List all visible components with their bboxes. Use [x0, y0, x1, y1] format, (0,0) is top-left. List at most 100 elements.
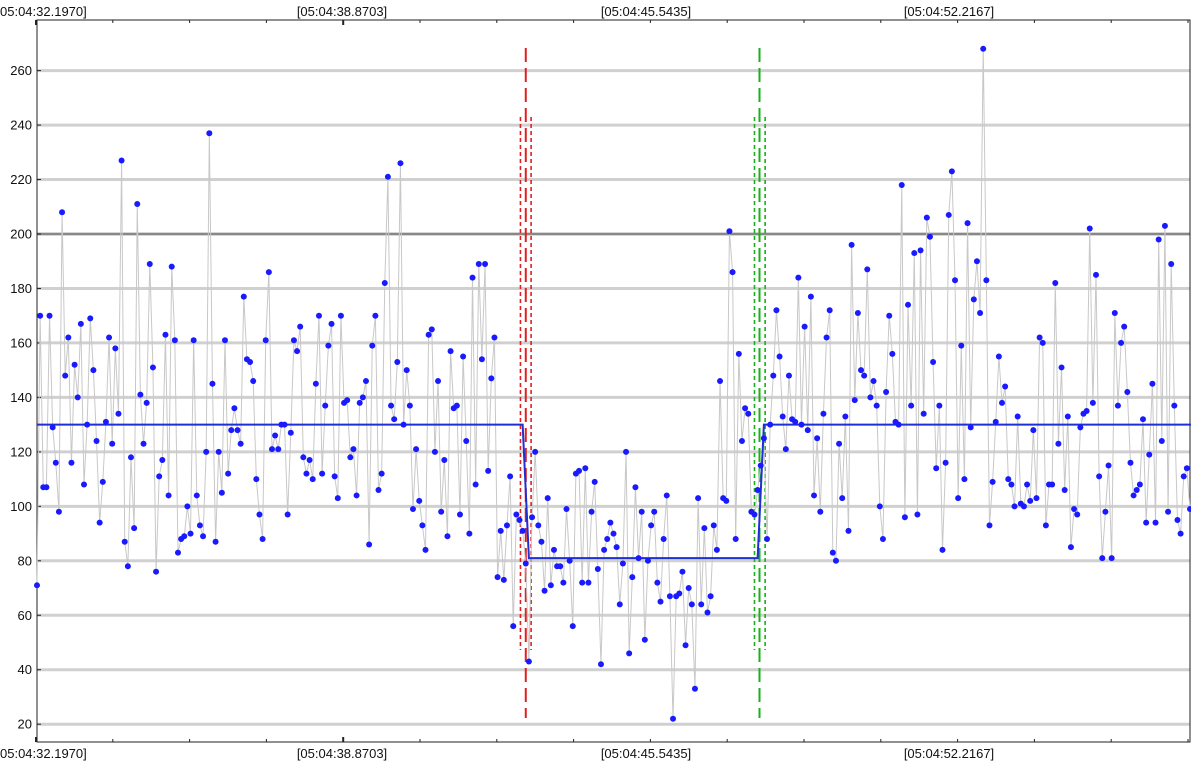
sample-point [1083, 408, 1090, 415]
sample-point [1187, 506, 1191, 513]
sample-point [1086, 225, 1093, 232]
sample-point [610, 530, 617, 537]
sample-point [754, 486, 761, 493]
sample-point [237, 440, 244, 447]
sample-point [174, 549, 181, 556]
sample-point [431, 448, 438, 455]
sample-point [688, 601, 695, 608]
sample-point [171, 337, 178, 344]
sample-point [507, 473, 514, 480]
sample-point [999, 399, 1006, 406]
sample-point [1133, 486, 1140, 493]
sample-point [654, 579, 661, 586]
sample-point [156, 473, 163, 480]
sample-point [648, 522, 655, 529]
sample-point [366, 541, 373, 548]
sample-point [381, 280, 388, 287]
sample-point [96, 519, 103, 526]
sample-point [102, 418, 109, 425]
sample-point [867, 394, 874, 401]
sample-point [1005, 476, 1012, 483]
sample-point [679, 568, 686, 575]
sample-point [287, 429, 294, 436]
sample-point [1127, 459, 1134, 466]
sample-point [751, 511, 758, 518]
sample-point [657, 598, 664, 605]
sample-point [1143, 519, 1150, 526]
sample-point [691, 685, 698, 692]
sample-point [131, 525, 138, 532]
sample-point [1020, 503, 1027, 510]
sample-point [729, 269, 736, 276]
sample-point [149, 364, 156, 371]
sample-point [435, 378, 442, 385]
sample-point [933, 465, 940, 472]
sample-point [1174, 516, 1181, 523]
sample-point [62, 372, 69, 379]
sample-point [926, 233, 933, 240]
sample-point [666, 593, 673, 600]
sample-point [704, 609, 711, 616]
sample-point [52, 459, 59, 466]
sample-point [898, 181, 905, 188]
sample-point [290, 337, 297, 344]
sample-point [713, 546, 720, 553]
sample-point [989, 478, 996, 485]
sample-point [738, 437, 745, 444]
sample-point [1093, 271, 1100, 278]
sample-point [303, 470, 310, 477]
sample-point [952, 277, 959, 284]
sample-point [406, 402, 413, 409]
sample-point [403, 367, 410, 374]
sample-point [275, 446, 282, 453]
sample-point [137, 391, 144, 398]
sample-point [419, 522, 426, 529]
sample-point [845, 527, 852, 534]
sample-point [250, 378, 257, 385]
sample-point [594, 565, 601, 572]
sample-point [65, 334, 72, 341]
sample-point [488, 375, 495, 382]
y-tick-label-160: 160 [10, 335, 32, 350]
sample-point [344, 397, 351, 404]
sample-point [510, 623, 517, 630]
sample-point [247, 359, 254, 365]
sample-point [1140, 416, 1146, 423]
sample-point [983, 277, 990, 284]
sample-point [936, 402, 943, 409]
sample-point [1168, 260, 1175, 267]
sample-point [503, 522, 510, 529]
sample-point [359, 394, 366, 401]
sample-point [43, 484, 50, 491]
sample-point [284, 511, 291, 518]
sample-point [1165, 508, 1172, 515]
sample-point [851, 397, 858, 404]
sample-point [958, 342, 965, 349]
sample-point [939, 546, 946, 553]
sample-point [497, 527, 504, 534]
sample-point [466, 530, 473, 537]
sample-point [870, 378, 877, 385]
sample-point [1055, 440, 1062, 447]
sample-point [218, 489, 225, 496]
sample-point [1171, 402, 1178, 409]
sample-point [99, 478, 106, 485]
sample-point [71, 361, 78, 368]
sample-point [1177, 530, 1184, 537]
sample-point [785, 372, 792, 379]
y-tick-label-240: 240 [10, 118, 32, 133]
sample-point [268, 446, 275, 453]
sample-point [770, 372, 777, 379]
sample-point [46, 312, 53, 319]
sample-point [801, 323, 808, 330]
sample-point [322, 402, 329, 409]
sample-point [707, 593, 714, 600]
sample-point [259, 536, 266, 543]
sample-point [547, 582, 554, 589]
x-tick-label-bottom-3: [05:04:52.2167] [904, 746, 994, 761]
sample-point [447, 348, 454, 355]
sample-point [438, 508, 445, 515]
sample-point [55, 508, 62, 515]
x-tick-label-top-1: [05:04:38.8703] [297, 4, 387, 19]
sample-point [798, 421, 805, 428]
